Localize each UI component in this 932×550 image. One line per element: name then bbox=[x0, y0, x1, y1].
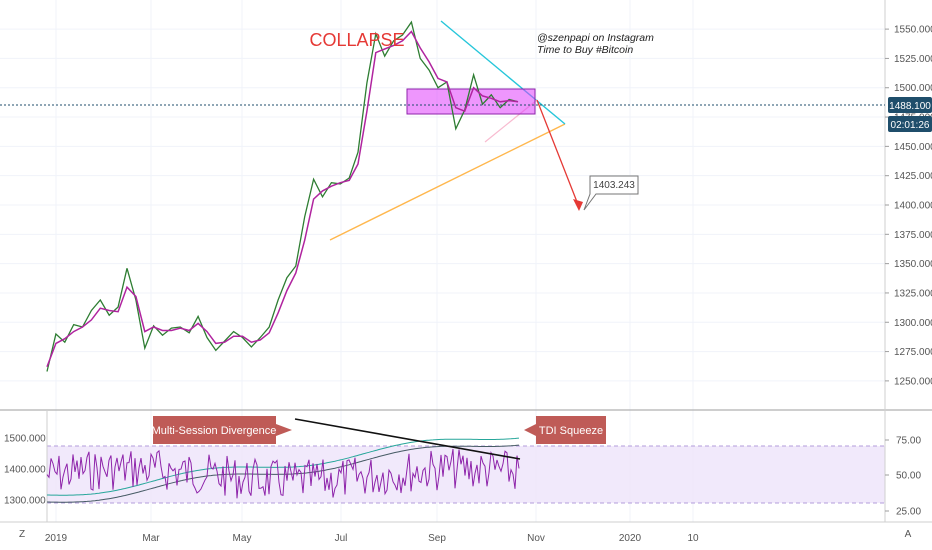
price-tick-label: 1550.000 bbox=[894, 25, 932, 36]
price-tick-label: 1450.000 bbox=[894, 142, 932, 153]
auto-scale-button[interactable]: A bbox=[905, 529, 912, 540]
time-tick-label: Sep bbox=[428, 533, 446, 544]
divergence-callout-text: Multi-Session Divergence bbox=[152, 425, 277, 437]
projection-arrowhead-icon bbox=[573, 199, 583, 211]
tdi-indicator[interactable] bbox=[46, 437, 520, 503]
tdi-left-tick-label: 1300.000 bbox=[4, 496, 46, 507]
tdi-right-axis: 75.00 50.00 25.00 bbox=[885, 436, 921, 518]
time-tick-label: Nov bbox=[527, 533, 545, 544]
squeeze-callout[interactable] bbox=[524, 416, 606, 444]
price-tick-label: 1400.000 bbox=[894, 201, 932, 212]
countdown-text: 02:01:26 bbox=[891, 120, 930, 131]
price-tick-label: 1325.000 bbox=[894, 288, 932, 299]
time-tick-label: 2020 bbox=[619, 533, 642, 544]
divergence-callout[interactable] bbox=[153, 416, 292, 444]
tdi-band bbox=[47, 446, 885, 503]
source-line-1: @szenpapi on Instagram bbox=[537, 32, 654, 44]
tdi-upper-band bbox=[47, 437, 520, 496]
price-tick-label: 1375.000 bbox=[894, 230, 932, 241]
price-tick-label: 1350.000 bbox=[894, 259, 932, 270]
price-axis[interactable]: 1250.000 1275.000 1300.000 1325.000 1350.000… bbox=[885, 25, 932, 388]
target-price-label: 1403.243 bbox=[593, 180, 635, 191]
divergence-trendline[interactable] bbox=[294, 418, 521, 460]
wedge-upper-line[interactable] bbox=[440, 20, 566, 125]
countdown-badge bbox=[888, 116, 932, 132]
tdi-right-tick-label: 75.00 bbox=[896, 436, 921, 447]
projection-arrow-line[interactable] bbox=[536, 99, 580, 208]
price-tick-label: 1250.000 bbox=[894, 376, 932, 387]
tdi-right-tick-label: 50.00 bbox=[896, 471, 921, 482]
tdi-left-axis: 1500.000 1400.000 1300.000 bbox=[4, 434, 46, 507]
price-tick-label: 1300.000 bbox=[894, 318, 932, 329]
tdi-left-tick-label: 1500.000 bbox=[4, 434, 46, 445]
time-tick-label: 10 bbox=[687, 533, 699, 544]
price-tick-label: 1275.000 bbox=[894, 347, 932, 358]
collapse-label: COLLAPSE bbox=[309, 30, 404, 50]
tdi-rsi-line bbox=[46, 448, 520, 499]
current-price-text: 1488.100 bbox=[889, 101, 931, 112]
time-tick-label: Jul bbox=[335, 533, 348, 544]
time-tick-label: Mar bbox=[142, 533, 160, 544]
price-line[interactable] bbox=[46, 20, 519, 372]
tdi-right-tick-label: 25.00 bbox=[896, 507, 921, 518]
squeeze-callout-text: TDI Squeeze bbox=[539, 425, 603, 437]
current-price-badge bbox=[888, 97, 932, 113]
moving-average-line[interactable] bbox=[46, 30, 519, 368]
grid-lines bbox=[0, 0, 885, 522]
tdi-left-tick-label: 1400.000 bbox=[4, 465, 46, 476]
source-line-2: Time to Buy #Bitcoin bbox=[537, 44, 633, 56]
price-tick-label: 1525.000 bbox=[894, 54, 932, 65]
tdi-lower-band bbox=[47, 444, 520, 503]
target-callout-box[interactable] bbox=[583, 175, 639, 211]
price-tick-label: 1500.000 bbox=[894, 83, 932, 94]
zoom-button[interactable]: Z bbox=[19, 529, 25, 540]
time-tick-label: May bbox=[233, 533, 252, 544]
time-axis[interactable]: 2019 Mar May Jul Sep Nov 2020 10 bbox=[45, 533, 699, 544]
time-tick-label: 2019 bbox=[45, 533, 68, 544]
price-tick-label: 1425.000 bbox=[894, 171, 932, 182]
support-trendline[interactable] bbox=[329, 123, 566, 241]
